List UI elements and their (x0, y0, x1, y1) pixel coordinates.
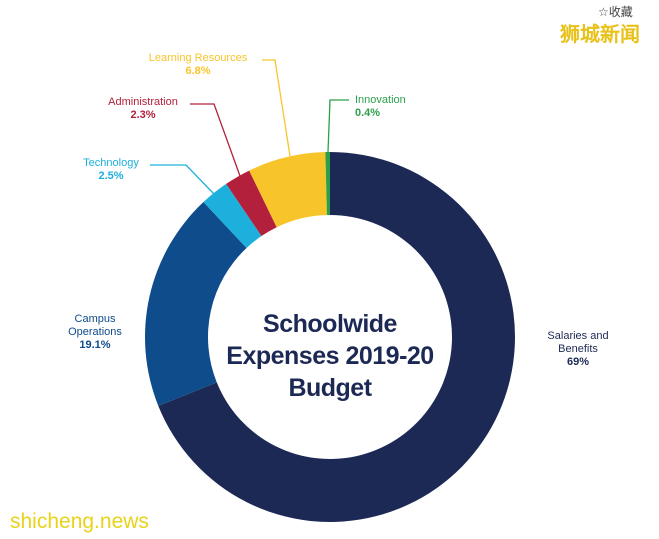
watermark: shicheng.news (10, 510, 149, 533)
value-label: 6.8% (185, 65, 211, 77)
chart-title: Schoolwide Expenses 2019-20 Budget (226, 310, 434, 402)
category-label: Learning Resources (148, 52, 248, 64)
value-label: 69% (566, 356, 590, 368)
slice (226, 170, 277, 237)
value-label: 0.4% (355, 107, 381, 119)
slice-label: Administration 2.3% (88, 96, 198, 122)
slice (158, 152, 516, 522)
slice (249, 152, 327, 228)
slice (144, 202, 247, 406)
leader-line (262, 59, 291, 157)
value-label: 2.5% (98, 170, 124, 182)
leader-line (190, 103, 241, 177)
slice-label: Learning Resources 6.8% (133, 52, 263, 78)
slice-label: Technology 2.5% (66, 157, 156, 183)
category-label: Campus Operations (68, 313, 122, 338)
leader-line (327, 99, 349, 153)
category-label: Administration (108, 96, 178, 108)
category-label: Salaries and Benefits (547, 330, 609, 355)
slice-label: Salaries and Benefits 69% (528, 330, 628, 369)
value-label: 19.1% (79, 339, 111, 351)
slice-label: Innovation 0.4% (355, 94, 455, 120)
leader-line (150, 164, 215, 195)
value-label: 2.3% (130, 109, 156, 121)
slice (203, 183, 262, 249)
slice-label: Campus Operations 19.1% (55, 313, 135, 352)
slice (325, 152, 330, 216)
category-label: Technology (83, 157, 139, 169)
watermark: 狮城新闻 (560, 24, 640, 46)
category-label: Innovation (355, 94, 406, 106)
watermark: ☆收藏 (598, 5, 633, 19)
leader-lines (150, 59, 349, 195)
